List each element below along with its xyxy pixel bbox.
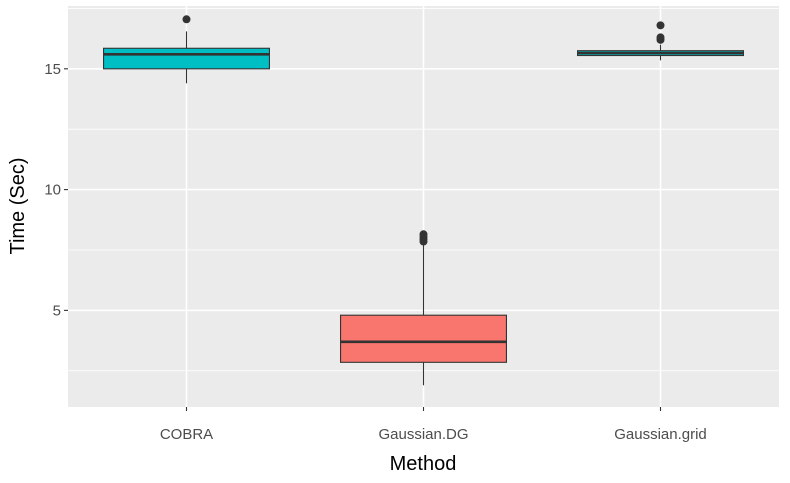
outlier-point <box>419 230 428 239</box>
box-gaussian-grid <box>576 21 744 61</box>
x-tick-label: Gaussian.DG <box>378 426 468 443</box>
outlier-point <box>656 21 665 30</box>
y-axis: 5 10 15 <box>44 61 68 319</box>
y-axis-title: Time (Sec) <box>7 157 29 254</box>
box-cobra <box>103 15 270 84</box>
box-iqr <box>339 314 507 363</box>
y-tick-label: 15 <box>44 61 61 78</box>
outlier-point <box>182 15 191 24</box>
x-tick-label: Gaussian.grid <box>614 426 707 443</box>
x-axis-title: Method <box>390 453 457 475</box>
y-tick-label: 5 <box>53 302 61 319</box>
y-tick-label: 10 <box>44 182 61 199</box>
box-gaussian-dg <box>339 230 507 386</box>
boxes-layer <box>103 15 744 386</box>
outlier-point <box>656 33 665 42</box>
box-iqr <box>103 47 270 70</box>
x-tick-label: COBRA <box>160 426 213 443</box>
x-axis: COBRA Gaussian.DG Gaussian.grid <box>160 407 707 443</box>
